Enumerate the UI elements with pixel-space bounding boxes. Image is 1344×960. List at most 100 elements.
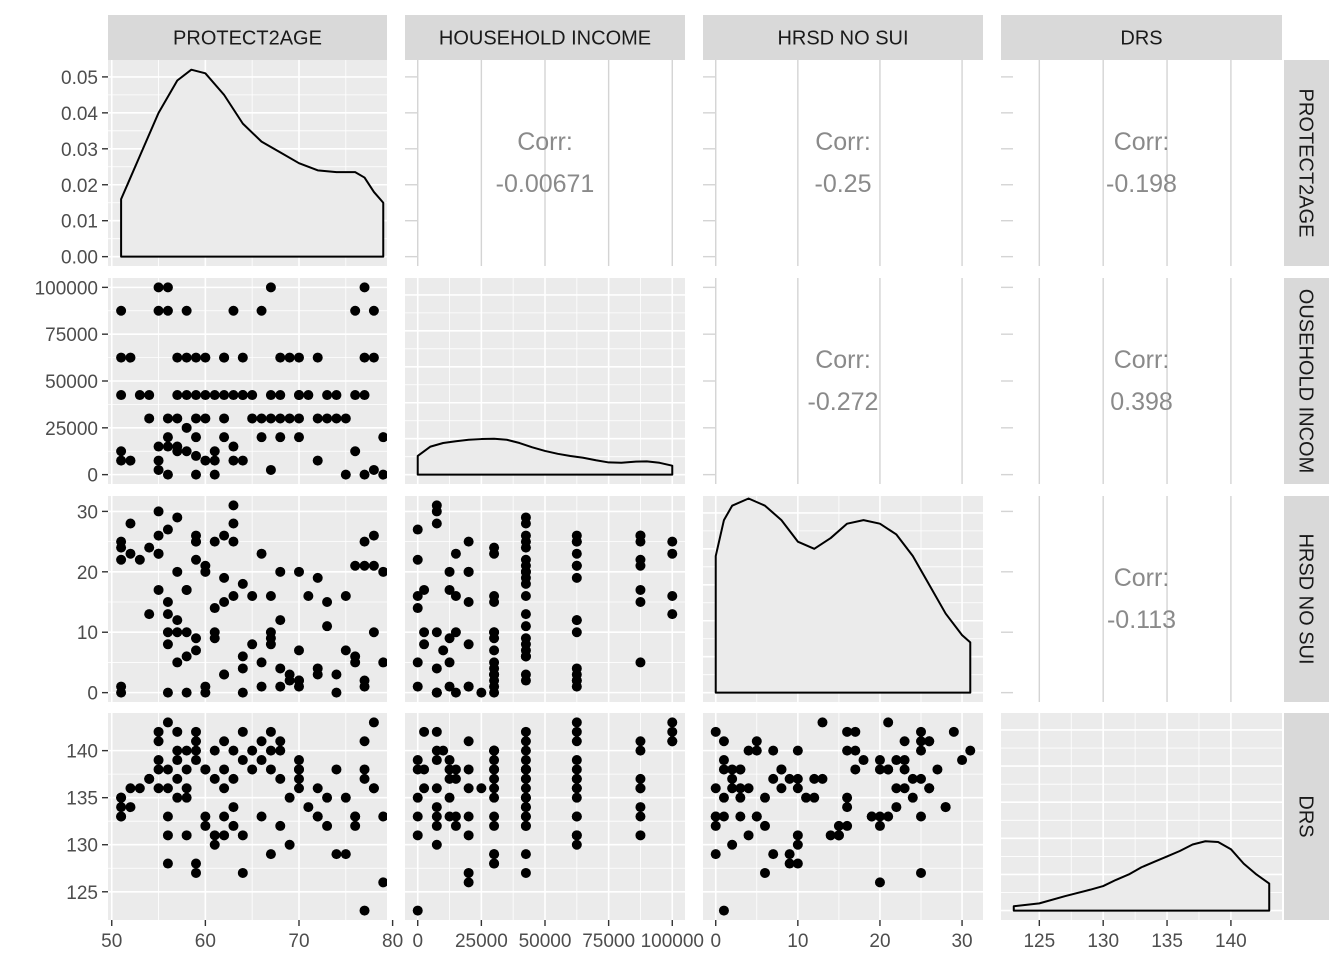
data-point xyxy=(368,783,379,794)
data-point xyxy=(340,413,351,424)
data-point xyxy=(710,726,721,737)
data-point xyxy=(172,615,183,626)
panel-content xyxy=(1001,713,1282,920)
data-point xyxy=(850,745,861,756)
data-point xyxy=(228,441,239,452)
data-point xyxy=(181,627,192,638)
data-point xyxy=(181,390,192,401)
data-point xyxy=(219,413,230,424)
data-point xyxy=(237,687,248,698)
data-point xyxy=(153,764,164,775)
data-point xyxy=(293,352,304,363)
data-point xyxy=(228,500,239,511)
data-point xyxy=(331,413,342,424)
data-point xyxy=(520,783,531,794)
data-point xyxy=(817,773,828,784)
data-point xyxy=(476,687,487,698)
data-point xyxy=(256,681,267,692)
data-point xyxy=(727,764,738,775)
data-point xyxy=(312,352,323,363)
data-point xyxy=(751,736,762,747)
data-point xyxy=(718,764,729,775)
data-point xyxy=(571,627,582,638)
data-point xyxy=(256,548,267,559)
x-tick-label: 25000 xyxy=(455,931,508,952)
data-point xyxy=(162,432,173,443)
density-curve xyxy=(416,437,674,476)
panel-content xyxy=(108,496,387,702)
data-point xyxy=(275,663,286,674)
data-point xyxy=(265,282,276,293)
data-point xyxy=(444,584,455,595)
data-point xyxy=(209,627,220,638)
x-tick-label: 135 xyxy=(1151,931,1183,952)
strip-side-label: PROTECT2AGE xyxy=(1295,89,1317,238)
data-point xyxy=(191,867,202,878)
data-point xyxy=(489,627,500,638)
data-point xyxy=(275,413,286,424)
data-point xyxy=(809,792,820,803)
density-curve xyxy=(714,497,972,694)
data-point xyxy=(200,811,211,822)
data-point xyxy=(162,717,173,728)
data-point xyxy=(489,792,500,803)
panel-r2-c0 xyxy=(108,496,387,702)
data-point xyxy=(275,681,286,692)
data-point xyxy=(153,726,164,737)
data-point xyxy=(181,792,192,803)
data-point xyxy=(359,469,370,480)
data-point xyxy=(293,783,304,794)
y-tick-label: 25000 xyxy=(45,419,98,440)
panel-r1-c1 xyxy=(405,278,685,484)
data-point xyxy=(431,811,442,822)
data-point xyxy=(172,512,183,523)
data-point xyxy=(792,773,803,784)
data-point xyxy=(256,657,267,668)
data-point xyxy=(172,773,183,784)
data-point xyxy=(256,305,267,316)
data-point xyxy=(209,745,220,756)
data-point xyxy=(293,645,304,656)
data-point xyxy=(237,663,248,674)
panel-content xyxy=(405,713,685,920)
data-point xyxy=(735,792,746,803)
y-tick-label: 75000 xyxy=(45,325,98,346)
data-point xyxy=(635,657,646,668)
data-point xyxy=(153,783,164,794)
data-point xyxy=(571,615,582,626)
data-point xyxy=(228,590,239,601)
data-point xyxy=(153,441,164,452)
data-point xyxy=(219,390,230,401)
data-point xyxy=(219,597,230,608)
x-tick-label: 125 xyxy=(1023,931,1055,952)
x-tick-label: 80 xyxy=(382,931,403,952)
x-tick-label: 140 xyxy=(1215,931,1247,952)
data-point xyxy=(463,783,474,794)
data-point xyxy=(312,455,323,466)
data-point xyxy=(378,469,387,480)
x-tick-label: 20 xyxy=(869,931,890,952)
data-point xyxy=(710,811,721,822)
data-point xyxy=(444,764,455,775)
data-point xyxy=(520,736,531,747)
data-point xyxy=(489,764,500,775)
data-point xyxy=(209,603,220,614)
data-point xyxy=(751,745,762,756)
data-point xyxy=(520,792,531,803)
data-point xyxy=(463,681,474,692)
data-point xyxy=(419,764,430,775)
data-point xyxy=(571,773,582,784)
data-point xyxy=(209,536,220,547)
y-tick-label: 30 xyxy=(77,502,98,523)
data-point xyxy=(489,687,500,698)
data-point xyxy=(359,560,370,571)
panels-layer: Corr: -0.00671 Corr: -0.25 Corr: -0.198 Corr: -… xyxy=(108,60,1282,920)
data-point xyxy=(450,590,461,601)
y-tick-label: 0.01 xyxy=(61,212,98,233)
x-tick-label: 0 xyxy=(710,931,721,952)
data-point xyxy=(275,390,286,401)
data-point xyxy=(489,858,500,869)
data-point xyxy=(237,352,248,363)
data-point xyxy=(191,536,202,547)
panel-r0-c3: Corr: -0.198 xyxy=(1001,60,1232,266)
